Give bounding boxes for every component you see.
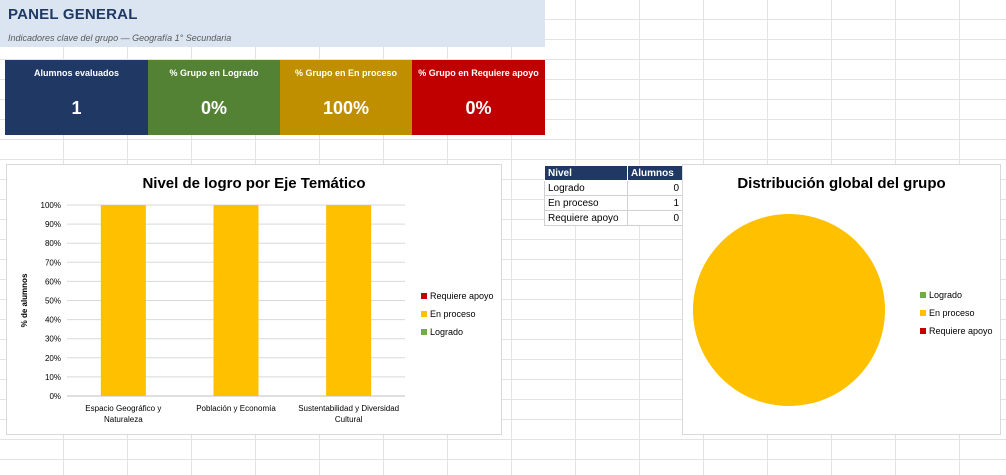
kpi-alumnos-evaluados: Alumnos evaluados 1 (5, 60, 148, 135)
legend-swatch (920, 327, 926, 334)
legend-swatch (920, 291, 926, 298)
kpi-value: 100% (322, 98, 370, 118)
dashboard-header: PANEL GENERAL Indicadores clave del grup… (0, 0, 545, 47)
page-subtitle: Indicadores clave del grupo — Geografía … (8, 33, 232, 43)
bar-chart-title: Nivel de logro por Eje Temático (142, 175, 366, 192)
kpi-en-proceso: % Grupo en En proceso 100% (280, 60, 412, 135)
table-cell-alumnos[interactable]: 0 (627, 180, 683, 196)
legend-label: Logrado (430, 327, 464, 337)
y-tick-label: 80% (45, 239, 61, 248)
kpi-value: 0% (465, 98, 492, 118)
x-tick-label: Cultural (335, 415, 363, 424)
table-cell-nivel[interactable]: Logrado (544, 180, 628, 196)
kpi-label: % Grupo en Logrado (169, 68, 259, 78)
table-row[interactable]: Requiere apoyo 0 (544, 210, 683, 226)
legend-label: Logrado (929, 290, 963, 300)
y-tick-label: 10% (45, 373, 61, 382)
bar-chart: 0% 10% 20% 30% 40% 50% 60% 70% 80% 90% 100% % de al… (20, 201, 405, 424)
y-tick-label: 60% (45, 277, 61, 286)
legend-logrado: Logrado (920, 290, 962, 300)
legend-en-proceso: En proceso (421, 309, 476, 319)
legend-swatch (421, 292, 427, 299)
legend-requiere-apoyo: Requiere apoyo (920, 326, 993, 336)
bar-en-proceso[interactable] (326, 205, 372, 396)
levels-table: Nivel Alumnos Logrado 0 En proceso 1 Req… (544, 165, 683, 226)
kpi-value: 1 (71, 98, 82, 118)
y-tick-label: 40% (45, 316, 61, 325)
legend-label: En proceso (430, 309, 476, 319)
page-title: PANEL GENERAL (8, 6, 138, 23)
kpi-requiere-apoyo: % Grupo en Requiere apoyo 0% (412, 60, 545, 135)
kpi-label: % Grupo en En proceso (294, 68, 397, 78)
pie-chart-title: Distribución global del grupo (737, 175, 946, 192)
legend-en-proceso: En proceso (920, 308, 975, 318)
legend-label: Requiere apoyo (430, 291, 494, 301)
y-tick-label: 30% (45, 335, 61, 344)
x-tick-label: Población y Economía (196, 404, 276, 413)
y-tick-label: 0% (49, 392, 61, 401)
legend-requiere-apoyo: Requiere apoyo (421, 291, 494, 301)
x-tick-label: Espacio Geográfico y (85, 404, 161, 413)
table-header-nivel: Nivel (544, 165, 628, 181)
kpi-label: Alumnos evaluados (33, 68, 120, 78)
table-header-alumnos: Alumnos (627, 165, 683, 181)
table-cell-alumnos[interactable]: 1 (627, 195, 683, 211)
legend-logrado: Logrado (421, 327, 463, 337)
x-tick-label: Naturaleza (104, 415, 143, 424)
y-tick-label: 50% (45, 297, 61, 306)
table-cell-nivel[interactable]: Requiere apoyo (544, 210, 628, 226)
y-axis-label: % de alumnos (20, 273, 29, 327)
y-tick-label: 20% (45, 354, 61, 363)
kpi-label: % Grupo en Requiere apoyo (418, 68, 539, 78)
bar-en-proceso[interactable] (100, 205, 146, 396)
legend-swatch (920, 309, 926, 316)
table-cell-nivel[interactable]: En proceso (544, 195, 628, 211)
legend-swatch (421, 310, 427, 317)
kpi-logrado: % Grupo en Logrado 0% (148, 60, 280, 135)
y-tick-label: 70% (45, 258, 61, 267)
table-row[interactable]: En proceso 1 (544, 195, 683, 211)
legend-label: En proceso (929, 308, 975, 318)
table-row[interactable]: Logrado 0 (544, 180, 683, 196)
x-tick-label: Sustentabilidad y Diversidad (298, 404, 399, 413)
pie-slice-en-proceso[interactable] (693, 214, 885, 406)
legend-swatch (421, 328, 427, 335)
y-tick-label: 90% (45, 220, 61, 229)
table-cell-alumnos[interactable]: 0 (627, 210, 683, 226)
pie-chart-panel[interactable]: Distribución global del grupo Logrado En… (682, 164, 1001, 435)
bar-en-proceso[interactable] (213, 205, 259, 396)
y-tick-label: 100% (41, 201, 61, 210)
bar-chart-panel[interactable]: Nivel de logro por Eje Temático 0% 10% 20%… (6, 164, 502, 435)
legend-label: Requiere apoyo (929, 326, 993, 336)
pie-chart (693, 214, 885, 406)
table-header-row: Nivel Alumnos (544, 165, 683, 181)
kpi-value: 0% (200, 98, 227, 118)
